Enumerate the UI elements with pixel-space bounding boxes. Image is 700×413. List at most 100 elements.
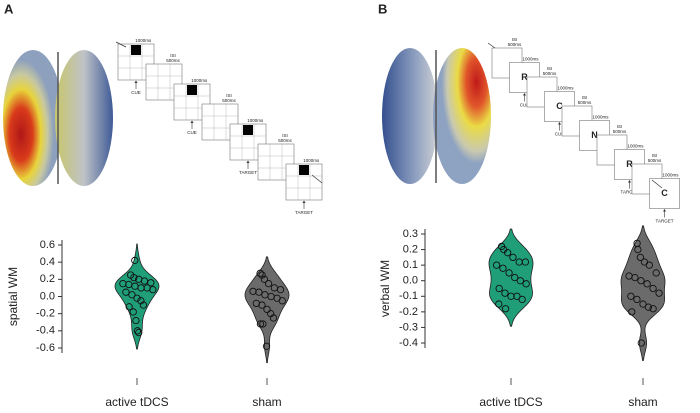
- duration-label: 500ms: [222, 98, 236, 103]
- data-point: [132, 316, 140, 325]
- violin: [244, 256, 290, 364]
- data-point: [518, 295, 526, 304]
- data-point: [125, 303, 133, 311]
- data-point: [631, 273, 639, 282]
- isi-label: ISI: [512, 37, 518, 42]
- duration-label: 500ms: [166, 58, 180, 63]
- y-tick-label: 0.2: [403, 243, 418, 255]
- data-point: [511, 273, 519, 282]
- data-point: [627, 292, 635, 300]
- data-point: [276, 285, 285, 294]
- note-label: TARGET: [656, 219, 674, 224]
- data-point: [507, 292, 515, 300]
- data-point: [652, 269, 660, 277]
- data-point: [509, 253, 517, 262]
- data-point: [149, 285, 157, 294]
- duration-label: 500ms: [613, 129, 627, 134]
- y-tick-label: 0.2: [40, 273, 55, 285]
- data-point: [636, 253, 645, 262]
- isi-label: ISI: [170, 53, 176, 58]
- data-point: [495, 284, 503, 293]
- data-point: [269, 314, 278, 322]
- y-axis-label: spatial WM: [6, 267, 20, 326]
- y-tick-label: -0.1: [399, 290, 418, 302]
- data-point: [133, 294, 141, 302]
- note-label: CUE: [520, 103, 530, 108]
- brain-a: [3, 50, 113, 186]
- x-tick-label: sham: [628, 395, 657, 409]
- duration-label: 1000ms: [247, 118, 264, 123]
- data-point: [503, 249, 512, 257]
- data-point: [495, 300, 503, 308]
- note-label: TARGET: [621, 190, 639, 195]
- duration-label: 1000ms: [592, 115, 609, 120]
- panel-label: A: [4, 1, 14, 16]
- y-tick-label: -0.3: [399, 321, 418, 333]
- data-point: [649, 305, 657, 313]
- panel-label: B: [378, 1, 387, 16]
- isi-label: ISI: [547, 66, 553, 71]
- data-point: [258, 301, 266, 309]
- x-tick-label: active tDCS: [479, 395, 542, 409]
- isi-label: ISI: [652, 153, 658, 158]
- stimulus: [187, 85, 197, 95]
- data-point: [139, 301, 148, 309]
- data-point: [499, 264, 507, 272]
- data-point: [516, 277, 524, 285]
- violin: [620, 225, 666, 361]
- data-point: [492, 261, 501, 269]
- data-point: [637, 339, 645, 347]
- letter: N: [591, 130, 598, 140]
- note-label: CUE: [187, 130, 197, 135]
- stimulus: [243, 125, 253, 135]
- data-point: [521, 258, 530, 266]
- frame: [649, 178, 680, 209]
- arrow-head: [302, 200, 306, 203]
- duration-label: 1000ms: [627, 144, 644, 149]
- duration-label: 1000ms: [191, 78, 208, 83]
- y-tick-label: -0.2: [399, 306, 418, 318]
- y-tick-label: 0.6: [40, 239, 55, 251]
- isi-label: ISI: [226, 93, 232, 98]
- time-arrow: [651, 179, 663, 189]
- note-label: TARGET: [295, 210, 313, 215]
- arrow-head: [190, 120, 194, 123]
- note-label: CUE: [555, 132, 565, 137]
- arrow-head: [628, 180, 631, 183]
- violin: [488, 228, 534, 327]
- data-point: [628, 308, 636, 316]
- data-point: [135, 328, 143, 337]
- y-tick-label: 0.1: [403, 259, 418, 271]
- y-tick-label: 0.0: [403, 275, 418, 287]
- data-point: [131, 256, 139, 265]
- y-axis-label: verbal WM: [378, 260, 392, 317]
- duration-label: 500ms: [278, 138, 292, 143]
- arrow-head: [246, 160, 250, 163]
- data-point: [501, 305, 510, 313]
- data-point: [634, 245, 642, 254]
- duration-label: 500ms: [508, 42, 522, 47]
- data-point: [133, 327, 142, 335]
- data-point: [258, 271, 266, 279]
- time-arrow: [311, 174, 323, 184]
- data-point: [130, 273, 138, 282]
- data-point: [128, 291, 136, 299]
- arrow-head: [558, 122, 561, 125]
- arrow-head: [523, 93, 526, 96]
- stimulus: [299, 165, 309, 175]
- data-point: [255, 288, 263, 296]
- duration-label: 1000ms: [557, 86, 574, 91]
- brain-b: [382, 48, 491, 184]
- data-point: [260, 275, 269, 283]
- letter: R: [626, 159, 633, 169]
- data-point: [129, 308, 137, 316]
- letter: C: [661, 188, 668, 198]
- data-point: [643, 280, 651, 288]
- duration-label: 500ms: [648, 158, 662, 163]
- arrow-head: [134, 80, 138, 83]
- data-point: [137, 297, 145, 305]
- time-arrow: [487, 42, 496, 49]
- stimulus: [131, 45, 141, 55]
- y-tick-label: -0.6: [36, 342, 55, 354]
